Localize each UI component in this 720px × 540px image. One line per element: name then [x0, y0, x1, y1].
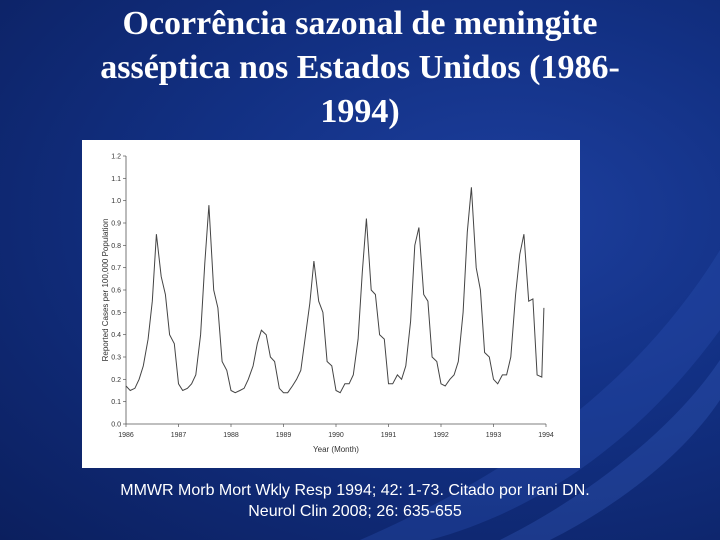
x-tick-label: 1993 [486, 432, 502, 439]
title-line-3: 1994) [320, 93, 400, 130]
x-tick-label: 1990 [328, 432, 344, 439]
x-tick-label: 1994 [538, 432, 554, 439]
series-line [125, 187, 545, 394]
x-tick-label: 1987 [171, 432, 187, 439]
chart-axes [125, 156, 546, 425]
y-tick-label: 0.0 [111, 422, 121, 429]
title-line-1: Ocorrência sazonal de meningite [122, 5, 598, 42]
y-tick-label: 0.5 [111, 310, 121, 317]
y-tick-label: 0.6 [111, 288, 121, 295]
y-tick-label: 0.1 [111, 399, 121, 406]
y-tick-label: 0.7 [111, 265, 121, 272]
chart-figure: 0.0 0.1 0.2 0.3 0.4 0.5 0.6 0.7 0.8 0.9 1.0 1.1 1.2 1… [82, 140, 580, 468]
y-tick-label: 0.3 [111, 355, 121, 362]
y-tick-label: 1.2 [111, 154, 121, 161]
y-tick-label: 0.2 [111, 377, 121, 384]
chart-ticks: 0.0 0.1 0.2 0.3 0.4 0.5 0.6 0.7 0.8 0.9 1.0 1.1 1.2 1… [111, 154, 554, 440]
chart-plot-area [125, 187, 545, 394]
y-tick-label: 1.0 [111, 198, 121, 205]
y-tick-label: 0.9 [111, 221, 121, 228]
caption-line-2: Neurol Clin 2008; 26: 635-655 [248, 503, 462, 520]
x-tick-label: 1988 [223, 432, 239, 439]
x-tick-label: 1992 [433, 432, 449, 439]
y-axis-label: Reported Cases per 100,000 Population [101, 219, 110, 362]
y-tick-label: 0.4 [111, 332, 121, 339]
line-chart: 0.0 0.1 0.2 0.3 0.4 0.5 0.6 0.7 0.8 0.9 1.0 1.1 1.2 1… [101, 154, 554, 455]
y-tick-label: 1.1 [111, 176, 121, 183]
title-line-2: asséptica nos Estados Unidos (1986- [100, 49, 620, 86]
x-tick-label: 1986 [118, 432, 134, 439]
x-tick-label: 1989 [276, 432, 292, 439]
x-axis-label: Year (Month) [313, 445, 359, 454]
caption-line-1: MMWR Morb Mort Wkly Resp 1994; 42: 1-73.… [120, 482, 590, 499]
y-tick-label: 0.8 [111, 243, 121, 250]
slide-title: Ocorrência sazonal de meningite asséptic… [20, 2, 700, 134]
source-caption: MMWR Morb Mort Wkly Resp 1994; 42: 1-73.… [40, 480, 670, 522]
x-tick-label: 1991 [381, 432, 397, 439]
